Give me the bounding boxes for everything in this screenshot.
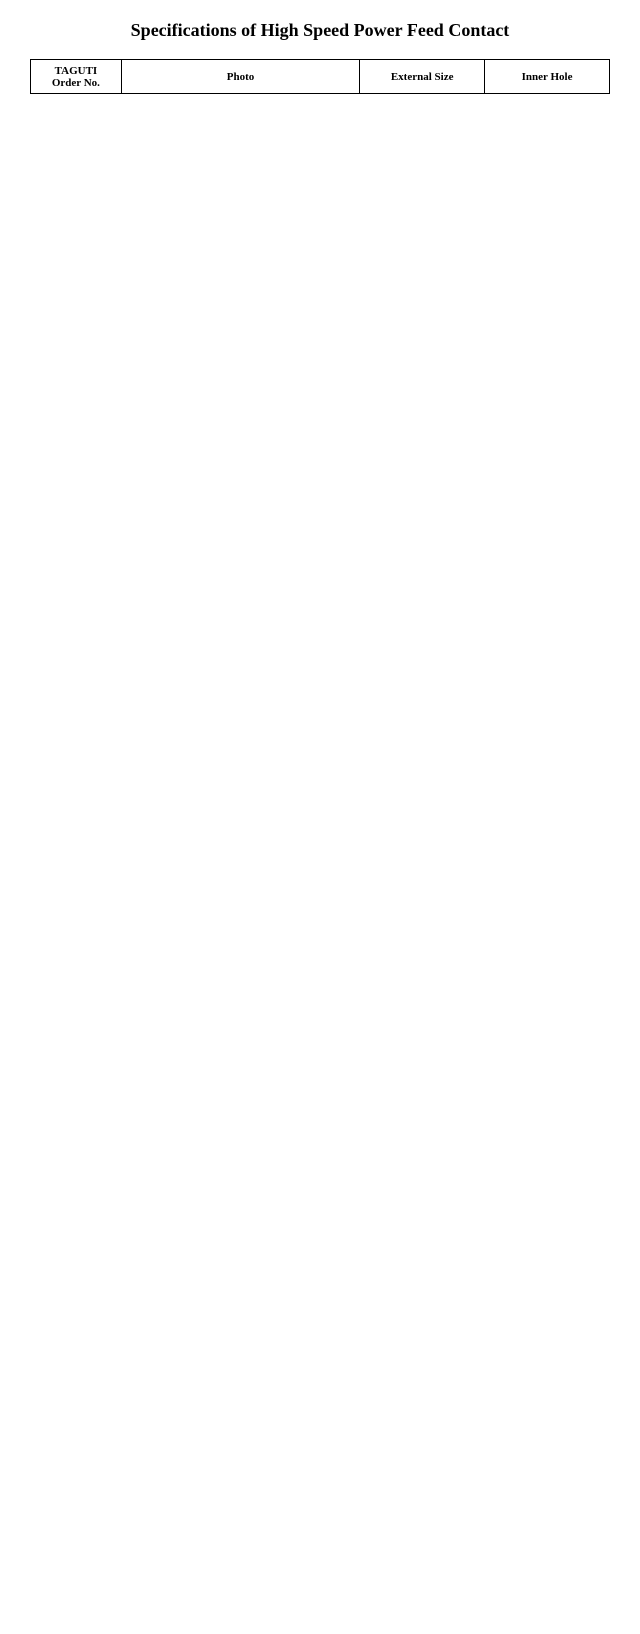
page-title: Specifications of High Speed Power Feed … [30,20,610,41]
col-photo-header: Photo [121,60,359,94]
spec-table: TAGUTI Order No. Photo External Size Inn… [30,59,610,94]
col-order-header: TAGUTI Order No. [31,60,122,94]
col-hole-header: Inner Hole [485,60,610,94]
col-ext-header: External Size [360,60,485,94]
table-header-row: TAGUTI Order No. Photo External Size Inn… [31,60,610,94]
